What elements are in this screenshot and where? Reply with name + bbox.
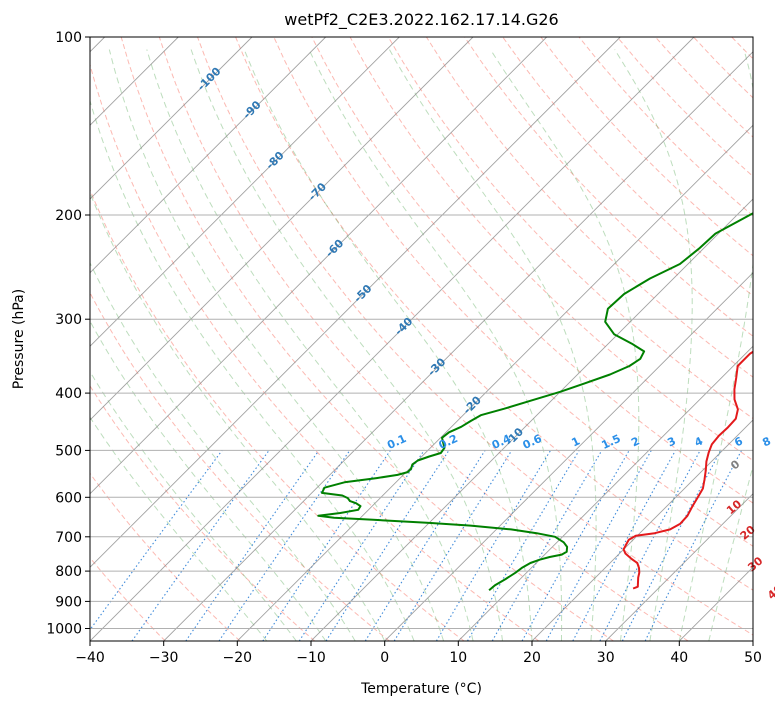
x-tick-label-0: −40: [75, 650, 105, 666]
y-tick-label-3: 400: [55, 386, 82, 402]
y-tick-label-0: 100: [55, 30, 82, 46]
y-axis-label: Pressure (hPa): [11, 289, 27, 389]
moist-adiabat-0: [90, 416, 268, 641]
dry-adiabat-7: [120, 37, 614, 641]
mixing-ratio-line-14: [572, 450, 676, 641]
dry-adiabat-5: [90, 188, 465, 641]
dry-adiabat-4: [90, 291, 390, 641]
mixing-ratio-line-4: [262, 450, 391, 641]
moist-adiabat-13: [614, 49, 693, 641]
isotherm-6: [90, 37, 400, 347]
x-tick-label-6: 20: [523, 650, 541, 666]
isotherm-12: [236, 124, 753, 641]
moist-adiabat-11: [388, 49, 597, 641]
chart-title: wetPf2_C2E3.2022.162.17.14.G26: [284, 10, 558, 30]
mixing-ratio-line-2: [185, 450, 320, 641]
x-tick-label-1: −30: [149, 650, 179, 666]
dry-adiabat-17: [502, 37, 753, 297]
y-tick-label-5: 600: [55, 490, 82, 506]
moist-adiabat-8: [190, 49, 503, 641]
moist-adiabat-5: [90, 99, 415, 641]
y-tick-label-2: 300: [55, 312, 82, 328]
x-tick-label-8: 40: [670, 650, 688, 666]
dry-adiabat-11: [273, 37, 753, 547]
moist-adiabat-2: [90, 320, 327, 641]
dry-adiabat-2: [90, 472, 241, 641]
y-tick-label-9: 1000: [46, 622, 82, 638]
isotherm-7: [90, 37, 474, 421]
moist-adiabat-label-4: 40: [765, 582, 775, 602]
mixing-ratio-line-8: [393, 450, 513, 641]
dry-adiabat-8: [158, 37, 689, 641]
mixing-ratio-line-0: [90, 450, 223, 631]
x-tick-label-9: 50: [744, 650, 762, 666]
isotherm-8: [90, 37, 548, 495]
moist-adiabat-7: [146, 49, 474, 641]
isotherm-13: [310, 198, 753, 641]
isotherm-14: [384, 272, 753, 641]
x-tick-label-5: 10: [449, 650, 467, 666]
dry-adiabat-3: [90, 384, 316, 641]
x-tick-label-2: −20: [223, 650, 253, 666]
y-tick-label-4: 500: [55, 443, 82, 459]
profile-series-0: [622, 350, 753, 590]
y-tick-label-1: 200: [55, 208, 82, 224]
moist-adiabat-14: [678, 49, 753, 641]
mixing-ratio-line-12: [521, 450, 630, 641]
mixing-ratio-line-6: [325, 450, 450, 641]
y-tick-label-6: 700: [55, 530, 82, 546]
moist-adiabat-1: [90, 370, 297, 641]
mixing-ratio-line-16: [621, 450, 722, 641]
plot-area: [90, 37, 753, 641]
x-tick-label-4: 0: [380, 650, 389, 666]
moist-adiabat-10: [308, 49, 563, 641]
isotherm-4: [90, 37, 253, 200]
moist-adiabat-9: [243, 49, 533, 641]
plot-frame: [89, 36, 754, 642]
moist-adiabat-6: [108, 49, 445, 641]
mixing-ratio-line-17: [644, 450, 742, 641]
y-tick-label-8: 900: [55, 594, 82, 610]
isotherm-10: [90, 37, 695, 641]
y-tick-label-7: 800: [55, 564, 82, 580]
isotherm-11: [163, 51, 753, 641]
dry-adiabat-15: [425, 37, 753, 378]
dry-adiabat-6: [90, 62, 540, 641]
moist-adiabat-12: [489, 49, 640, 641]
moist-adiabat-3: [90, 261, 356, 641]
moist-adiabat-15: [708, 464, 753, 641]
isotherm-16: [531, 419, 753, 641]
x-tick-label-7: 30: [597, 650, 615, 666]
profile-series-1: [317, 212, 753, 592]
mixing-ratio-line-3: [218, 450, 351, 641]
dry-adiabat-10: [235, 37, 753, 591]
dry-adiabat-9: [197, 37, 753, 636]
dry-adiabat-1: [90, 556, 166, 641]
x-axis-label: Temperature (°C): [360, 681, 482, 697]
isotherm-5: [90, 37, 327, 274]
mixing-ratio-line-13: [545, 450, 652, 641]
isotherm-17: [605, 493, 753, 641]
dry-adiabat-13: [349, 37, 753, 462]
mixing-ratio-line-5: [298, 450, 425, 641]
x-tick-label-3: −10: [296, 650, 326, 666]
isotherm-9: [90, 37, 621, 568]
